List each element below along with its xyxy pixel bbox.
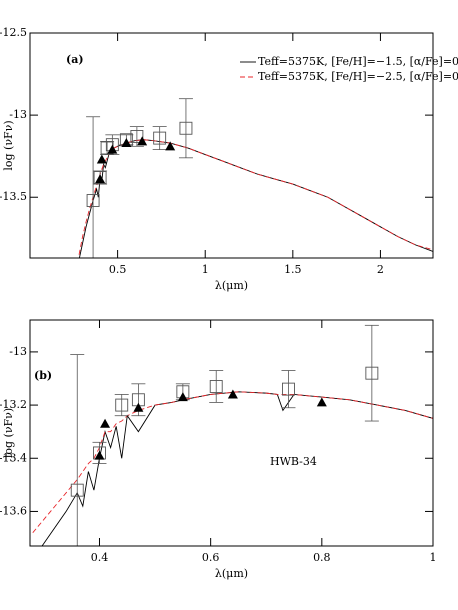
model-line <box>41 391 433 546</box>
square-point <box>130 130 144 143</box>
x-tick-label: 1.5 <box>284 263 302 276</box>
x-axis-label: λ(μm) <box>215 279 248 292</box>
triangle-point <box>100 418 111 428</box>
triangle-point <box>107 144 118 154</box>
y-tick-label: -12.5 <box>0 26 27 39</box>
model-line <box>78 139 433 258</box>
triangle-point <box>94 450 105 460</box>
panel: 0.4 0.6 0.8 1 -13 -13.2 -13.4 -13.6 (b) λ(μm) log … <box>0 319 437 580</box>
square-point <box>115 398 129 412</box>
legend-label: Teff=5375K, [Fe/H]=−1.5, [α/Fe]=0.4, log… <box>258 55 458 68</box>
square-point <box>153 131 167 145</box>
triangle-point <box>177 392 188 402</box>
plot-frame <box>29 32 434 259</box>
triangle-point <box>316 397 327 407</box>
y-axis-label: log (νFν) <box>2 120 15 170</box>
legend-label: Teff=5375K, [Fe/H]=−2.5, [α/Fe]=0.4, log… <box>258 70 458 83</box>
x-tick-label: 2 <box>377 263 384 276</box>
plot-area <box>78 98 433 258</box>
triangle-point <box>95 174 106 184</box>
panel: 0.5 1 1.5 2 -12.5 -13 -13.5 (a) λ(μm) log (νFν) Te… <box>0 26 458 292</box>
y-tick-label: -13.6 <box>0 504 27 517</box>
triangle-point <box>227 389 238 399</box>
x-tick-label: 1 <box>202 263 209 276</box>
x-tick-label: 0.4 <box>91 551 109 564</box>
y-tick-label: -13.5 <box>0 190 27 203</box>
square-point <box>70 483 84 497</box>
triangle-point <box>165 141 176 151</box>
triangle-point <box>137 136 148 146</box>
y-tick-label: -13 <box>9 108 27 121</box>
x-tick-label: 0.5 <box>109 263 127 276</box>
square-point <box>179 121 193 135</box>
plot-frame <box>29 319 434 547</box>
plot-area <box>32 324 433 546</box>
y-axis-label: log (νFν) <box>2 408 15 458</box>
model-line <box>78 139 433 255</box>
panel-label: (b) <box>34 369 52 382</box>
square-point <box>93 171 107 184</box>
triangle-point <box>133 402 144 412</box>
triangle-point <box>121 138 132 148</box>
y-tick-label: -13.2 <box>0 398 27 411</box>
y-tick-label: -13 <box>9 345 27 358</box>
model-line <box>32 391 433 533</box>
annotation: HWB-34 <box>270 455 317 468</box>
square-point <box>86 194 100 207</box>
triangle-point <box>96 154 107 164</box>
square-point <box>209 380 223 393</box>
square-point <box>365 366 379 380</box>
x-tick-label: 0.8 <box>313 551 331 564</box>
x-tick-label: 0.6 <box>202 551 220 564</box>
x-axis-label: λ(μm) <box>215 567 248 580</box>
x-tick-label: 1 <box>430 551 437 564</box>
panel-label: (a) <box>66 53 84 66</box>
y-tick-label: -13.4 <box>0 451 27 464</box>
square-point <box>282 382 295 396</box>
